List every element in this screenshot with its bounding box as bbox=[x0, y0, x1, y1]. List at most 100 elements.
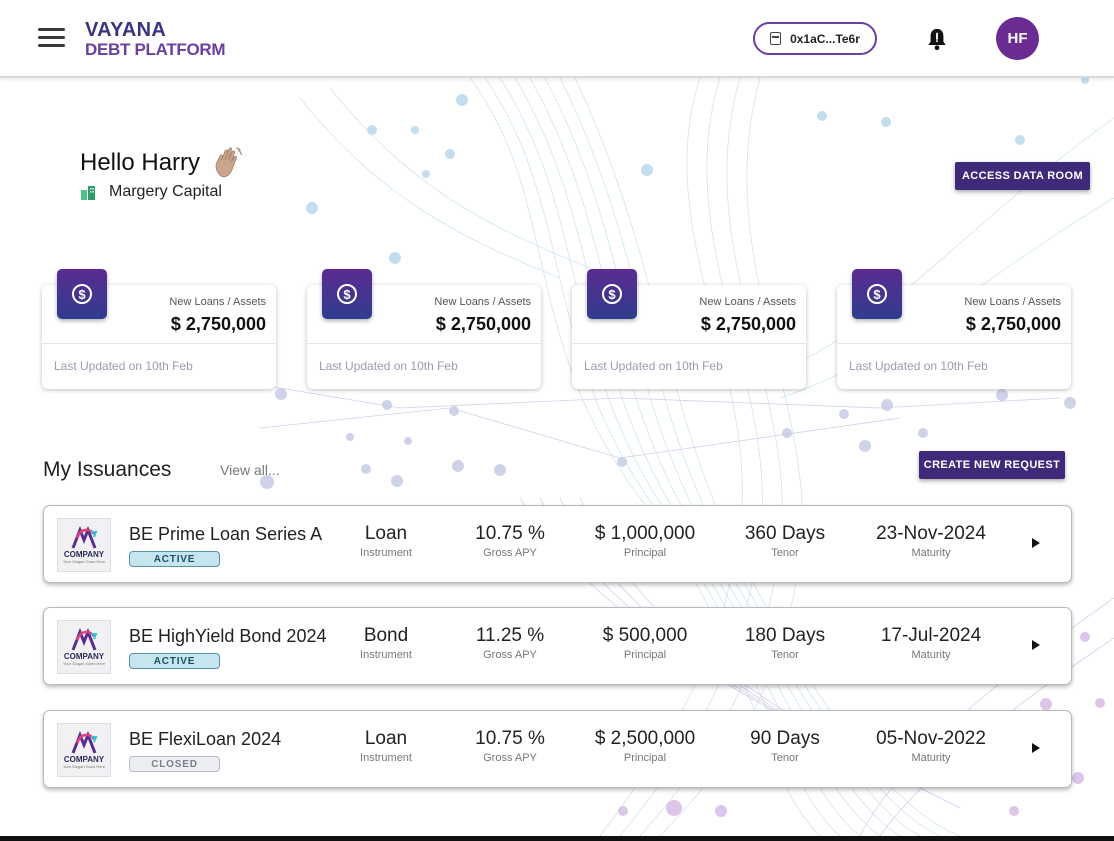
hamburger-menu-icon[interactable] bbox=[38, 28, 65, 48]
instrument-value: Loan bbox=[364, 728, 408, 749]
status-badge: ACTIVE bbox=[129, 653, 220, 669]
gross-apy-label: Gross APY bbox=[483, 752, 537, 764]
principal-value: $ 2,500,000 bbox=[594, 728, 696, 749]
access-data-room-button[interactable]: ACCESS DATA ROOM bbox=[955, 162, 1090, 190]
maturity-value: 05-Nov-2022 bbox=[876, 728, 986, 749]
gross-apy-label: Gross APY bbox=[483, 649, 537, 661]
bell-icon[interactable] bbox=[926, 27, 948, 51]
principal-cell: $ 1,000,000 Principal bbox=[595, 523, 695, 559]
company-logo-name: COMPANY bbox=[63, 550, 105, 559]
stat-divider bbox=[572, 343, 806, 344]
company-logo-name: COMPANY bbox=[63, 755, 105, 764]
greeting: Hello Harry bbox=[80, 146, 244, 180]
stat-value: $ 2,750,000 bbox=[170, 314, 266, 334]
stat-updated: Last Updated on 10th Feb bbox=[54, 359, 193, 373]
company-name: Margery Capital bbox=[109, 183, 222, 200]
issuance-row[interactable]: COMPANY Your Slogan Goes Here BE HighYie… bbox=[43, 607, 1072, 685]
principal-label: Principal bbox=[623, 752, 667, 764]
instrument-label: Instrument bbox=[360, 752, 412, 764]
dollar-coin-icon: $ bbox=[852, 269, 902, 319]
issuance-name: BE HighYield Bond 2024 bbox=[129, 626, 327, 646]
issuance-name: BE Prime Loan Series A bbox=[129, 524, 323, 544]
view-all-link[interactable]: View all... bbox=[220, 462, 280, 478]
tenor-cell: 180 Days Tenor bbox=[745, 625, 825, 661]
instrument-label: Instrument bbox=[360, 547, 412, 559]
dollar-coin-icon: $ bbox=[587, 269, 637, 319]
tenor-cell: 360 Days Tenor bbox=[745, 523, 825, 559]
principal-value: $ 1,000,000 bbox=[594, 523, 696, 544]
wallet-address: 0x1aC...Te6r bbox=[790, 31, 860, 46]
stat-card: $ New Loans / Assets $ 2,750,000 Last Up… bbox=[307, 269, 541, 389]
tenor-label: Tenor bbox=[771, 649, 799, 661]
maturity-label: Maturity bbox=[911, 547, 951, 559]
instrument-value: Loan bbox=[364, 523, 408, 544]
tenor-value: 90 Days bbox=[750, 728, 820, 749]
stat-label: New Loans / Assets bbox=[169, 296, 266, 308]
maturity-label: Maturity bbox=[911, 752, 951, 764]
top-header: VAYANA DEBT PLATFORM 0x1aC...Te6r HF bbox=[0, 0, 1114, 78]
play-arrow-icon[interactable] bbox=[1032, 743, 1040, 753]
status-badge: ACTIVE bbox=[129, 551, 220, 567]
bottom-edge-bar bbox=[0, 836, 1114, 841]
dollar-coin-icon: $ bbox=[322, 269, 372, 319]
brand-logo[interactable]: VAYANA DEBT PLATFORM bbox=[85, 19, 226, 59]
company-logo-slogan: Your Slogan Goes Here bbox=[62, 559, 106, 564]
issuance-row[interactable]: COMPANY Your Slogan Goes Here BE FlexiLo… bbox=[43, 710, 1072, 788]
stat-updated: Last Updated on 10th Feb bbox=[319, 359, 458, 373]
maturity-cell: 05-Nov-2022 Maturity bbox=[876, 728, 986, 764]
tenor-value: 180 Days bbox=[744, 625, 826, 646]
company-logo: COMPANY Your Slogan Goes Here bbox=[57, 518, 111, 572]
instrument-value: Bond bbox=[363, 625, 409, 646]
principal-label: Principal bbox=[623, 649, 667, 661]
status-badge: CLOSED bbox=[129, 756, 220, 772]
my-issuances-title: My Issuances bbox=[43, 458, 172, 481]
principal-cell: $ 500,000 Principal bbox=[603, 625, 688, 661]
stat-value: $ 2,750,000 bbox=[700, 314, 796, 334]
instrument-cell: Bond Instrument bbox=[360, 625, 412, 661]
instrument-label: Instrument bbox=[360, 649, 412, 661]
maturity-value: 17-Jul-2024 bbox=[880, 625, 982, 646]
maturity-label: Maturity bbox=[911, 649, 951, 661]
logo-line-1: VAYANA bbox=[85, 19, 167, 41]
stat-card: $ New Loans / Assets $ 2,750,000 Last Up… bbox=[572, 269, 806, 389]
company-logo-slogan: Your Slogan Goes Here bbox=[62, 764, 106, 769]
principal-value: $ 500,000 bbox=[602, 625, 688, 646]
issuance-row[interactable]: COMPANY Your Slogan Goes Here BE Prime L… bbox=[43, 505, 1072, 583]
company-logo: COMPANY Your Slogan Goes Here bbox=[57, 620, 111, 674]
wallet-address-button[interactable]: 0x1aC...Te6r bbox=[753, 22, 877, 55]
gross-apy-label: Gross APY bbox=[483, 547, 537, 559]
maturity-cell: 23-Nov-2024 Maturity bbox=[876, 523, 986, 559]
principal-cell: $ 2,500,000 Principal bbox=[595, 728, 695, 764]
principal-label: Principal bbox=[623, 547, 667, 559]
user-avatar[interactable]: HF bbox=[996, 17, 1039, 60]
company-logo-mark-icon bbox=[71, 628, 98, 651]
play-arrow-icon[interactable] bbox=[1032, 640, 1040, 650]
stat-label: New Loans / Assets bbox=[964, 296, 1061, 308]
tenor-label: Tenor bbox=[771, 752, 799, 764]
create-new-request-button[interactable]: CREATE NEW REQUEST bbox=[919, 451, 1065, 479]
maturity-value: 23-Nov-2024 bbox=[876, 523, 986, 544]
company-logo-mark-icon bbox=[71, 731, 98, 754]
dollar-coin-icon: $ bbox=[57, 269, 107, 319]
tenor-cell: 90 Days Tenor bbox=[750, 728, 820, 764]
stat-value: $ 2,750,000 bbox=[435, 314, 531, 334]
stat-card: $ New Loans / Assets $ 2,750,000 Last Up… bbox=[42, 269, 276, 389]
gross-apy-value: 10.75 % bbox=[475, 523, 545, 544]
company-logo-mark-icon bbox=[71, 526, 98, 549]
company-logo: COMPANY Your Slogan Goes Here bbox=[57, 723, 111, 777]
stat-updated: Last Updated on 10th Feb bbox=[584, 359, 723, 373]
gross-apy-cell: 10.75 % Gross APY bbox=[475, 523, 545, 559]
gross-apy-cell: 11.25 % Gross APY bbox=[476, 625, 544, 661]
stat-divider bbox=[837, 343, 1071, 344]
stat-updated: Last Updated on 10th Feb bbox=[849, 359, 988, 373]
company-logo-slogan: Your Slogan Goes Here bbox=[62, 661, 106, 666]
company-line: Margery Capital bbox=[80, 183, 222, 201]
greeting-text: Hello Harry bbox=[80, 149, 201, 176]
building-icon bbox=[81, 186, 95, 200]
play-arrow-icon[interactable] bbox=[1032, 538, 1040, 548]
company-logo-name: COMPANY bbox=[63, 652, 105, 661]
logo-line-2: DEBT PLATFORM bbox=[85, 40, 226, 59]
wallet-icon bbox=[770, 32, 782, 45]
waving-hand-icon bbox=[215, 147, 243, 178]
gross-apy-value: 11.25 % bbox=[475, 625, 545, 646]
